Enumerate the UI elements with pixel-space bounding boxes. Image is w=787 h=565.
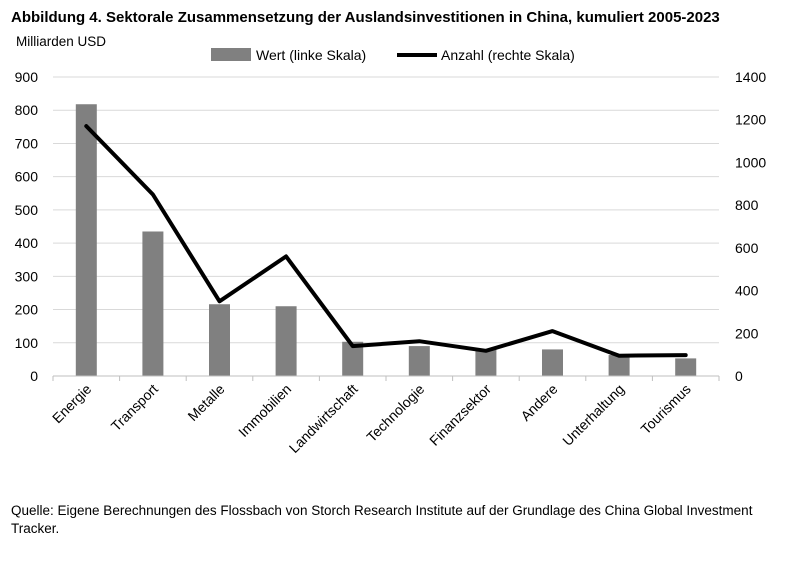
category-label: Metalle (184, 381, 227, 424)
left-tick-label: 800 (15, 102, 39, 118)
left-axis-unit-label: Milliarden USD (16, 34, 107, 49)
left-tick-label: 400 (15, 235, 39, 251)
line-series-anzahl (84, 124, 688, 358)
bar-metalle (209, 304, 230, 376)
left-tick-label: 600 (15, 169, 39, 185)
legend-label-anzahl: Anzahl (rechte Skala) (441, 47, 575, 63)
category-label: Energie (49, 381, 95, 427)
category-label: Transport (108, 381, 161, 434)
category-label: Finanzsektor (426, 381, 494, 449)
bar-technologie (408, 346, 430, 376)
legend-swatch-bar (211, 48, 251, 61)
right-tick-label: 0 (735, 368, 743, 384)
bar-andere (542, 349, 563, 376)
category-label: Andere (517, 381, 560, 424)
category-label: Immobilien (235, 381, 294, 440)
left-tick-label: 100 (15, 335, 39, 351)
legend: Wert (linke Skala) Anzahl (rechte Skala) (211, 47, 575, 63)
category-label: Tourismus (637, 381, 693, 437)
bar-finanzsektor (475, 349, 497, 376)
right-tick-label: 400 (735, 283, 759, 299)
category-label: Technologie (363, 381, 427, 445)
bar-tourismus (675, 358, 697, 376)
right-tick-label: 1200 (735, 112, 766, 128)
left-tick-label: 900 (15, 69, 39, 85)
category-label: Landwirtschaft (286, 381, 361, 456)
legend-label-wert: Wert (linke Skala) (256, 47, 366, 63)
left-tick-label: 700 (15, 135, 39, 151)
bar-unterhaltung (608, 355, 630, 376)
right-tick-label: 1400 (735, 69, 766, 85)
left-tick-label: 500 (15, 202, 39, 218)
right-tick-label: 200 (735, 325, 759, 341)
bar-immobilien (275, 306, 297, 376)
category-label: Unterhaltung (559, 381, 627, 449)
left-tick-label: 300 (15, 268, 39, 284)
right-tick-label: 800 (735, 197, 759, 213)
gridlines (53, 76, 719, 344)
source-note: Quelle: Eigene Berechnungen des Flossbac… (11, 503, 753, 536)
bar-transport (142, 231, 164, 376)
bar-landwirtschaft (342, 341, 364, 376)
bar-series (75, 104, 697, 377)
left-tick-label: 200 (15, 302, 39, 318)
right-tick-label: 1000 (735, 154, 766, 170)
left-tick-label: 0 (30, 368, 38, 384)
bar-energie (75, 104, 97, 377)
right-tick-label: 600 (735, 240, 759, 256)
chart-title: Abbildung 4. Sektorale Zusammensetzung d… (11, 9, 720, 26)
axes: 0 100 200 300 400 500 600 700 800 900 0 200 400 600 80… (15, 69, 767, 456)
